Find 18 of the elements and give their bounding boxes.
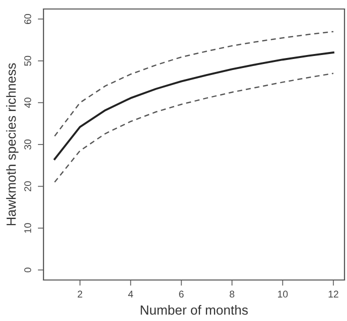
line-series (54, 72, 334, 183)
y-tick-label: 20 (24, 181, 32, 192)
x-tick-label: 10 (278, 290, 288, 298)
x-tick-label: 8 (230, 290, 234, 298)
line-series (54, 52, 334, 160)
x-tick-label: 2 (78, 290, 82, 298)
x-tick-label: 12 (328, 290, 338, 298)
y-tick-label: 60 (24, 14, 32, 24)
x-axis-title: Number of months (140, 305, 248, 315)
y-tick-label: 50 (24, 56, 32, 66)
x-tick-label: 4 (128, 290, 134, 298)
y-tick-label: 40 (24, 98, 32, 108)
line-series (54, 30, 334, 137)
y-tick-label: 30 (24, 139, 32, 150)
y-tick-label: 0 (24, 268, 32, 272)
x-tick-label: 6 (179, 290, 184, 298)
y-tick-label: 10 (24, 223, 32, 233)
y-axis-title: Hawkmoth species richness (6, 63, 18, 226)
